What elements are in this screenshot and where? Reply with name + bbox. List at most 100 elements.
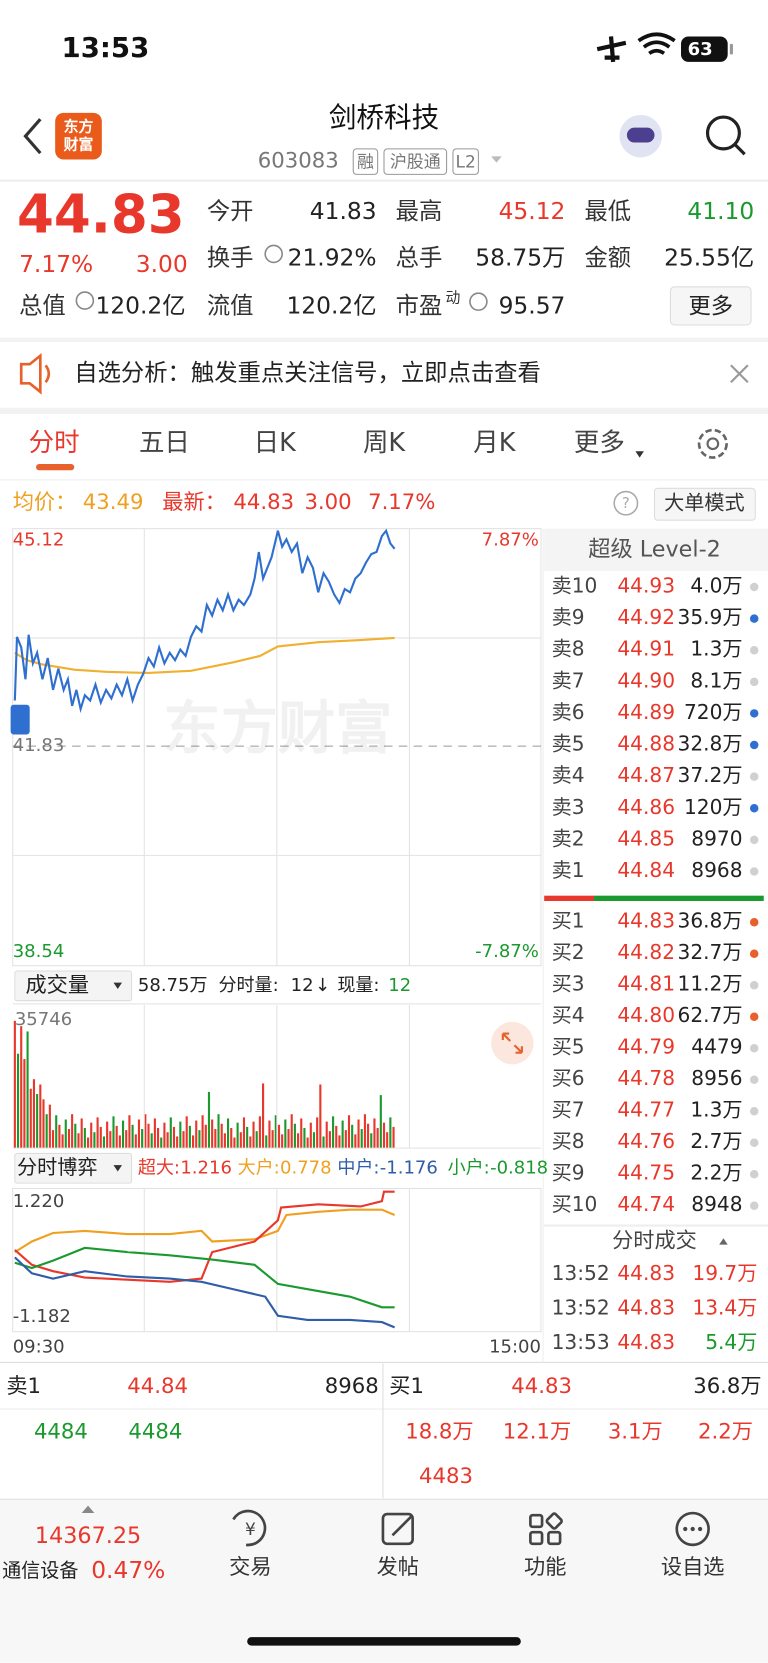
volume-bar	[99, 1126, 102, 1149]
close-icon[interactable]	[730, 364, 749, 384]
mode-button[interactable]	[653, 487, 756, 521]
queue-order: 4484	[34, 1419, 88, 1444]
field-value: 120.2亿	[286, 291, 376, 319]
info-icon[interactable]	[75, 291, 95, 310]
stock-tag-text: 沪股通	[390, 153, 441, 173]
level2-price: 44.93	[617, 573, 675, 597]
battery-icon	[681, 36, 728, 62]
tab[interactable]: 月K	[473, 428, 516, 458]
more-button[interactable]	[669, 286, 752, 326]
volume-tick: 12	[291, 975, 314, 996]
volume-selector[interactable]	[14, 970, 133, 1002]
level2-dot	[749, 1138, 759, 1147]
volume-bar	[58, 1124, 61, 1149]
volume-bar	[242, 1117, 246, 1149]
settings-icon[interactable]	[697, 428, 728, 459]
dot	[683, 1526, 688, 1532]
level2-dot	[749, 1012, 759, 1021]
tab[interactable]: 分时	[29, 428, 80, 458]
level2-label: 卖3	[552, 795, 585, 819]
tab-underline	[36, 463, 75, 471]
volume-bar	[207, 1091, 211, 1149]
queue-order: 3.1万	[608, 1419, 663, 1444]
tab[interactable]: 周K	[363, 428, 406, 458]
tab-bar-item[interactable]: 功能	[524, 1555, 566, 1580]
level2-price: 44.92	[617, 605, 675, 629]
avatar-face	[626, 127, 655, 143]
level2-label: 卖8	[552, 637, 585, 661]
code-dropdown[interactable]	[491, 156, 502, 163]
volume-bar	[45, 1114, 48, 1149]
queue-price: 44.83	[511, 1374, 572, 1399]
volume-bar	[13, 1020, 16, 1149]
trades-toggle[interactable]	[719, 1238, 728, 1245]
expand-button[interactable]	[491, 1021, 534, 1065]
tab[interactable]: 五日	[139, 428, 190, 458]
game-item-label: 超大:	[138, 1157, 180, 1178]
volume-max-label: 35746	[15, 1009, 72, 1030]
tab[interactable]: 更多	[574, 428, 625, 458]
level2-price: 44.85	[617, 826, 675, 850]
volume-bar	[332, 1116, 335, 1149]
volume-bar	[61, 1134, 64, 1149]
level2-dot	[749, 1075, 759, 1084]
field-value: 41.83	[310, 197, 377, 225]
volume-bar	[77, 1133, 80, 1149]
volume-bar	[102, 1136, 106, 1149]
game-item-label: 大户:	[238, 1157, 280, 1178]
volume-bar	[86, 1137, 90, 1149]
level2-label: 卖6	[552, 700, 585, 724]
level2-price: 44.83	[617, 909, 675, 933]
level2-dot	[749, 709, 759, 718]
search-icon[interactable]	[705, 115, 741, 151]
volume-bar	[67, 1129, 71, 1149]
level2-label: 买3	[552, 972, 585, 996]
back-icon[interactable]	[23, 118, 42, 155]
divider	[544, 1224, 768, 1227]
level2-dot	[749, 1043, 759, 1053]
tab-bar-item[interactable]: 交易	[229, 1555, 271, 1580]
volume-bar	[236, 1122, 239, 1149]
tab[interactable]: 日K	[254, 428, 297, 458]
volume-bar	[379, 1095, 382, 1149]
tab-bar-item[interactable]: 设自选	[661, 1555, 725, 1580]
info-icon[interactable]	[469, 292, 488, 311]
level2-dot	[749, 1106, 759, 1116]
trade-icon-glyph: ¥	[245, 1520, 256, 1540]
game-selector[interactable]	[14, 1152, 133, 1184]
level2-dot	[749, 772, 759, 781]
queue-label: 卖1	[6, 1374, 41, 1399]
field-value: 25.55亿	[664, 244, 754, 272]
change-pct: 7.17%	[19, 250, 93, 278]
volume-bar	[284, 1119, 287, 1149]
field-value: 41.10	[687, 197, 754, 225]
home-indicator	[247, 1637, 521, 1646]
small-line	[14, 1246, 395, 1309]
info-icon[interactable]	[264, 244, 283, 264]
volume-bar	[64, 1119, 67, 1149]
volume-bar	[297, 1133, 300, 1149]
band	[0, 407, 768, 415]
volume-bar	[322, 1136, 325, 1149]
level2-price: 44.75	[617, 1161, 675, 1185]
level2-volume: 4.0万	[690, 573, 742, 597]
volume-bar	[156, 1127, 160, 1149]
trade-volume: 19.7万	[692, 1261, 757, 1285]
volume-bar	[106, 1121, 109, 1149]
level2-dot	[749, 949, 759, 958]
volume-current: 12	[388, 975, 411, 996]
field-superscript: 动	[446, 288, 461, 306]
last-price: 44.83	[17, 183, 185, 245]
level2-dot	[749, 867, 759, 876]
average-line	[14, 636, 395, 674]
tab-bar-item[interactable]: 发帖	[377, 1555, 419, 1580]
level2-price: 44.89	[617, 700, 675, 724]
volume-bar	[96, 1117, 99, 1149]
index-toggle[interactable]	[81, 1505, 95, 1514]
volume-bar	[319, 1084, 322, 1149]
help-icon[interactable]	[613, 490, 639, 516]
volume-arrow: ↓	[315, 975, 330, 996]
field-label: 市盈	[396, 291, 443, 319]
game-item-value: 1.216	[180, 1157, 232, 1178]
avg-label: 均价：	[13, 490, 77, 515]
